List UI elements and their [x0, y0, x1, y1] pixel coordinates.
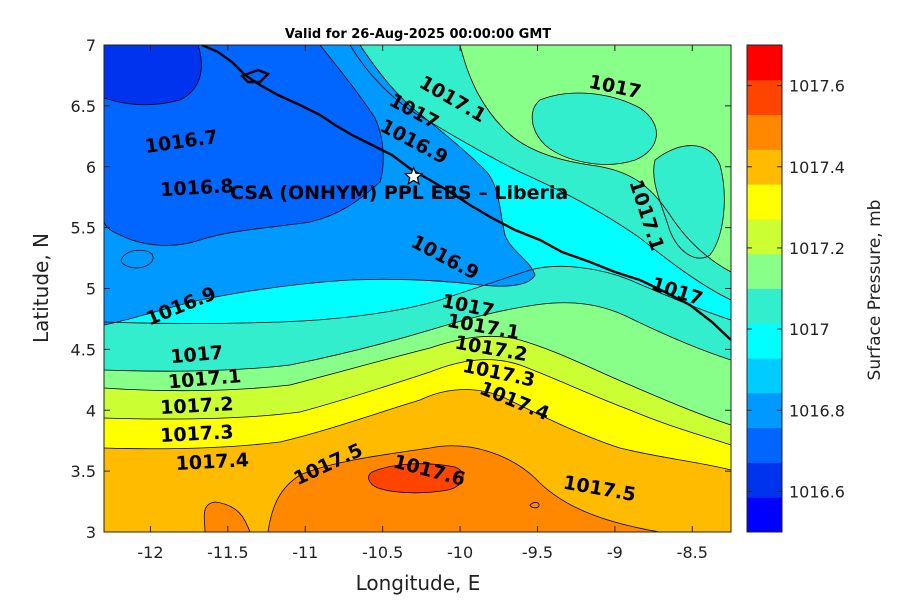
y-tick-label: 6.5: [71, 97, 96, 116]
colorbar-tick-label: 1017: [789, 320, 830, 339]
y-tick-label: 3: [86, 523, 96, 542]
colorbar-tick-label: 1017.4: [789, 158, 845, 177]
x-tick-label: -10.5: [362, 543, 403, 562]
contour-label: 1017.2: [160, 393, 234, 419]
x-axis-label: Longitude, E: [356, 571, 481, 595]
colorbar-swatch: [747, 497, 782, 533]
colorbar-swatch: [747, 79, 782, 116]
colorbar-tick-label: 1016.8: [789, 401, 845, 420]
colorbar-tick-label: 1016.6: [789, 482, 845, 501]
contour-label: 1017: [170, 342, 225, 369]
colorbar-swatch: [747, 149, 782, 185]
y-tick-label: 4.5: [71, 340, 96, 359]
figure-title: Valid for 26-Aug-2025 00:00:00 GMT: [285, 27, 551, 42]
site-marker: [403, 165, 424, 186]
band-1017.0-inner-1: [532, 93, 657, 165]
y-tick-label: 4: [86, 401, 96, 420]
coastline: [201, 45, 731, 341]
colorbar-swatch: [747, 114, 782, 150]
colorbar-frame: [746, 44, 783, 533]
colorbar: 1016.6 1016.8 1017 1017.2 1017.4 1017.6: [746, 44, 845, 533]
y-tick-label: 3.5: [71, 462, 96, 481]
y-tick-label: 5: [86, 280, 96, 299]
y-axis: 3 3.5 4 4.5 5 5.5 6 6.5 7: [71, 36, 731, 542]
contour-label: 1017.3: [160, 421, 234, 447]
colorbar-tick-label: 1017.2: [789, 239, 845, 258]
x-tick-label: -12: [137, 543, 163, 562]
colorbar-swatch: [747, 462, 782, 498]
x-tick-label: -8.5: [677, 543, 708, 562]
y-axis-label: Latitude, N: [29, 233, 53, 343]
star-icon: [403, 165, 424, 186]
contour-lines: [104, 45, 731, 532]
colorbar-swatch: [747, 323, 782, 359]
site-label: CSA (ONHYM) PPL EBS – Liberia: [230, 182, 568, 204]
band-1016.8-spot: [121, 250, 154, 268]
y-tick-label: 5.5: [71, 219, 96, 238]
band-1017.6: [368, 463, 464, 493]
x-tick-label: -10: [447, 543, 473, 562]
colorbar-swatch: [747, 218, 782, 255]
colorbar-swatch: [747, 427, 782, 463]
colorbar-swatch: [747, 45, 782, 81]
colorbar-swatch: [747, 288, 782, 324]
x-tick-label: -9.5: [522, 543, 553, 562]
colorbar-label: Surface Pressure, mb: [865, 200, 885, 381]
x-tick-label: -9: [607, 543, 623, 562]
x-axis: -12 -11.5 -11 -10.5 -10 -9.5 -9 -8.5: [137, 45, 708, 562]
band-1017.0-inner-2: [653, 145, 725, 259]
x-tick-label: -11.5: [207, 543, 248, 562]
band-1016.6: [104, 45, 202, 105]
colorbar-swatch: [747, 358, 782, 394]
colorbar-swatch: [747, 253, 782, 289]
pressure-field: [104, 45, 731, 532]
colorbar-swatch: [747, 392, 782, 429]
y-tick-label: 6: [86, 158, 96, 177]
x-tick-label: -11: [292, 543, 318, 562]
contour-label: 1017.4: [175, 449, 249, 475]
y-tick-label: 7: [86, 36, 96, 55]
colorbar-swatch: [747, 184, 782, 220]
contour-label: 1016.8: [160, 175, 234, 201]
colorbar-tick-label: 1017.6: [789, 77, 845, 96]
